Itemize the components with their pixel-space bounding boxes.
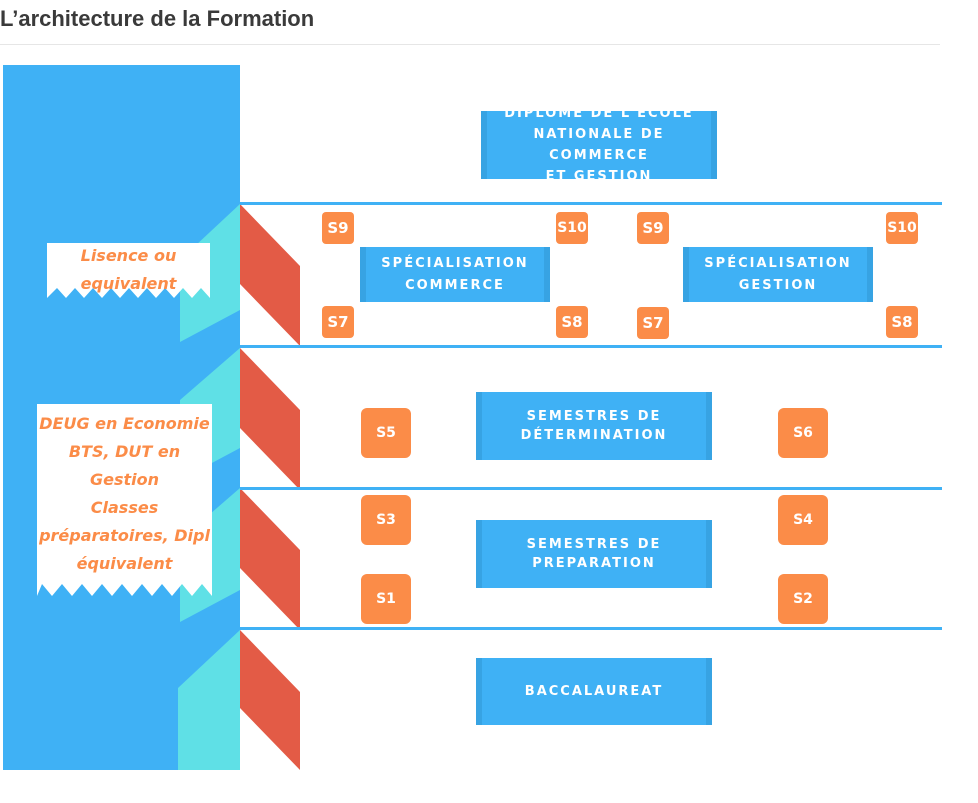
label-licence: Lisence ou equivalent bbox=[47, 242, 210, 298]
semester-badge: S8 bbox=[556, 306, 588, 338]
label-licence-bg bbox=[47, 243, 210, 298]
title-divider bbox=[0, 44, 940, 45]
determination-line: DÉTERMINATION bbox=[520, 428, 668, 443]
label-deug-bg bbox=[37, 404, 212, 596]
semester-badge: S7 bbox=[322, 306, 354, 338]
diplome-line: ET GESTION bbox=[545, 169, 653, 184]
separator-line bbox=[240, 627, 942, 630]
separator-line bbox=[240, 345, 942, 348]
specialisation-commerce-box: SPÉCIALISATION COMMERCE bbox=[360, 247, 550, 302]
specialisation-line: GESTION bbox=[738, 277, 818, 293]
specialisation-line: SPÉCIALISATION bbox=[704, 255, 852, 271]
semester-badge: S4 bbox=[778, 495, 828, 545]
label-deug-line: préparatoires, Dipl bbox=[39, 526, 210, 545]
label-deug-line: Classes bbox=[90, 498, 159, 517]
determination-box: SEMESTRES DE DÉTERMINATION bbox=[476, 392, 712, 460]
semester-badge: S9 bbox=[322, 212, 354, 244]
cyan-tab-4 bbox=[178, 630, 240, 770]
semester-badge: S3 bbox=[361, 495, 411, 545]
preparation-box: SEMESTRES DE PREPARATION bbox=[476, 520, 712, 588]
red-ribbon-1 bbox=[240, 204, 300, 346]
semester-badge: S1 bbox=[361, 574, 411, 624]
baccalaureat-label: BACCALAUREAT bbox=[524, 684, 664, 699]
label-deug-line: Gestion bbox=[89, 470, 160, 489]
semester-badge: S9 bbox=[637, 212, 669, 244]
label-licence-line: equivalent bbox=[80, 274, 177, 293]
semester-badge: S6 bbox=[778, 408, 828, 458]
label-deug-line: équivalent bbox=[76, 554, 173, 573]
semester-badge: S7 bbox=[637, 307, 669, 339]
red-ribbon-3 bbox=[240, 488, 300, 630]
page-title: L’architecture de la Formation bbox=[0, 6, 315, 31]
separator-line bbox=[240, 487, 942, 490]
red-ribbon-4 bbox=[240, 630, 300, 770]
preparation-line: SEMESTRES DE bbox=[526, 537, 662, 552]
semester-badge: S2 bbox=[778, 574, 828, 624]
label-licence-line: Lisence ou bbox=[80, 246, 177, 265]
preparation-line: PREPARATION bbox=[532, 556, 656, 571]
red-ribbon-2 bbox=[240, 348, 300, 490]
semester-badge: S10 bbox=[556, 212, 588, 244]
specialisation-gestion-box: SPÉCIALISATION GESTION bbox=[683, 247, 873, 302]
specialisation-line: SPÉCIALISATION bbox=[381, 255, 529, 271]
determination-line: SEMESTRES DE bbox=[526, 409, 662, 424]
label-deug-line: DEUG en Economie bbox=[39, 414, 210, 433]
diplome-line: NATIONALE DE COMMERCE bbox=[533, 127, 665, 163]
diplome-box: DIPLOME DE L'ECOLE NATIONALE DE COMMERCE… bbox=[481, 106, 717, 184]
semester-badge: S8 bbox=[886, 306, 918, 338]
label-deug: DEUG en Economie BTS, DUT en Gestion Cla… bbox=[37, 410, 212, 578]
diplome-line: DIPLOME DE L'ECOLE bbox=[504, 106, 694, 121]
semester-badge: S10 bbox=[886, 212, 918, 244]
label-deug-line: BTS, DUT en bbox=[68, 442, 181, 461]
specialisation-line: COMMERCE bbox=[405, 277, 505, 293]
semester-badge: S5 bbox=[361, 408, 411, 458]
baccalaureat-box: BACCALAUREAT bbox=[476, 658, 712, 725]
separator-line bbox=[240, 202, 942, 205]
